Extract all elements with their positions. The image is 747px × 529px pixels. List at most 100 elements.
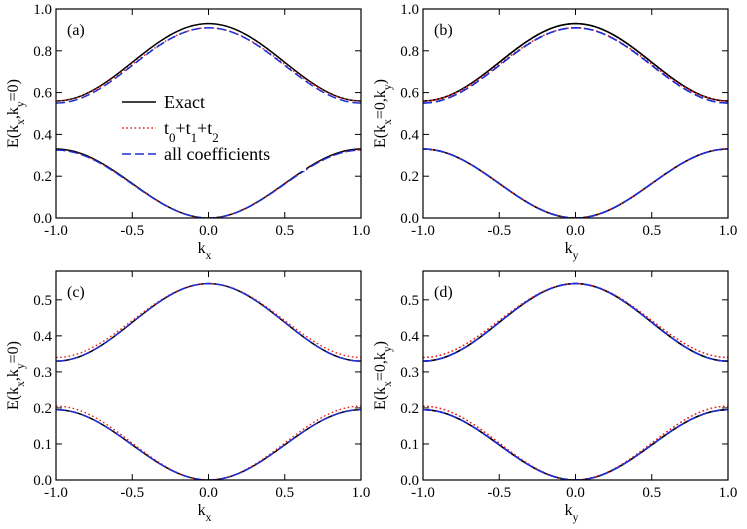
y-tick-label: 0.4 (33, 127, 52, 143)
series-line-dashed-4 (423, 408, 728, 480)
x-tick-label: 1.0 (719, 223, 738, 239)
y-tick-label: 0.8 (400, 44, 419, 60)
y-tick-label: 0.2 (400, 401, 419, 417)
series-line-dotted-2 (423, 405, 728, 480)
y-axis-label: E(kx=0,ky) (372, 341, 394, 410)
series-line-solid-4 (423, 148, 728, 218)
chart-panel-3: -1.0 -0.5 0.0 0.5 1.0 0.0 0.1 0.2 0.3 0.4 0.5 (c) kx… (5, 270, 371, 524)
x-tick-label: -1.0 (411, 485, 435, 501)
x-tick-label: -0.5 (120, 485, 144, 501)
x-tick-label: -0.5 (487, 223, 511, 239)
y-tick-label: 0.0 (400, 473, 419, 489)
y-tick-label: 0.1 (400, 437, 419, 453)
y-tick-label: 0.2 (33, 169, 52, 185)
y-tick-label: 1.0 (400, 2, 419, 18)
y-tick-label: 0.5 (33, 293, 52, 309)
y-tick-label: 0.3 (400, 365, 419, 381)
series-line-dashed-1 (423, 282, 728, 362)
x-tick-label: 0.5 (642, 223, 661, 239)
x-tick-label: 0.0 (199, 223, 218, 239)
series-line-dashed-2 (56, 408, 361, 480)
series-group (423, 282, 728, 480)
series-line-dotted-1 (423, 282, 728, 359)
y-tick-label: 0.6 (400, 86, 419, 102)
series-line-dashed-1 (56, 282, 361, 362)
y-tick-label: 0.0 (33, 211, 52, 227)
series-line-solid-2 (56, 408, 361, 480)
series-line-solid-3 (423, 22, 728, 102)
y-axis-label: E(kx,ky=0) (5, 79, 27, 148)
series-line-dashed-2 (423, 408, 728, 480)
panel-label: (a) (67, 22, 85, 39)
chart-panel-4: -1.0 -0.5 0.0 0.5 1.0 0.0 0.1 0.2 0.3 0.4 0.5 (d) ky… (372, 270, 738, 524)
y-tick-label: 0.8 (33, 44, 52, 60)
y-tick-label: 0.0 (33, 473, 52, 489)
series-line-dotted-4 (423, 405, 728, 480)
x-tick-label: -1.0 (44, 485, 68, 501)
series-line-dotted-3 (423, 282, 728, 359)
series-group (56, 282, 361, 480)
x-tick-label: 0.5 (275, 485, 294, 501)
legend-entry-2: t0+t1+t2 (164, 118, 219, 145)
y-tick-label: 0.6 (33, 86, 52, 102)
series-line-dashed-1 (423, 27, 728, 104)
chart-panel-1: -1.0 -0.5 0.0 0.5 1.0 0.0 0.2 0.4 0.6 0.8 1.0 (a) kx… (5, 2, 370, 262)
y-axis-label: E(kx,ky=0) (5, 341, 27, 410)
y-axis-label: E(kx=0,ky) (372, 79, 394, 148)
y-tick-label: 0.2 (33, 401, 52, 417)
y-tick-label: 1.0 (33, 2, 52, 18)
series-group (56, 22, 361, 218)
x-tick-label: -0.5 (120, 223, 144, 239)
x-tick-label: -1.0 (411, 223, 435, 239)
plot-frame (55, 270, 362, 481)
series-line-dashed-2 (56, 149, 361, 218)
series-line-solid-3 (423, 282, 728, 362)
series-line-solid-1 (56, 282, 361, 362)
chart-panel-2: -1.0 -0.5 0.0 0.5 1.0 0.0 0.2 0.4 0.6 0.8 1.0 (b) ky… (372, 2, 737, 262)
series-line-dashed-4 (423, 148, 728, 218)
y-tick-label: 0.4 (400, 127, 419, 143)
series-line-solid-2 (423, 408, 728, 480)
series-line-dotted-1 (56, 282, 361, 359)
series-line-dotted-1 (423, 27, 728, 102)
panel-label: (b) (434, 22, 453, 39)
panel-label: (d) (434, 284, 453, 301)
series-line-dotted-4 (423, 148, 728, 218)
legend-entry-3: all coefficients (164, 144, 270, 164)
y-tick-label: 0.4 (33, 329, 52, 345)
y-tick-label: 0.5 (400, 293, 419, 309)
series-line-dotted-2 (423, 148, 728, 218)
series-line-solid-1 (423, 282, 728, 362)
y-tick-label: 0.2 (400, 169, 419, 185)
y-tick-label: 0.3 (33, 365, 52, 381)
x-tick-label: 0.0 (199, 485, 218, 501)
series-group (423, 22, 728, 218)
series-line-dashed-3 (423, 27, 728, 104)
series-line-dashed-2 (423, 148, 728, 218)
panel-label: (c) (67, 284, 85, 301)
series-line-solid-1 (423, 22, 728, 102)
x-tick-label: 0.0 (566, 223, 585, 239)
x-tick-label: 1.0 (352, 223, 371, 239)
series-line-dashed-1 (56, 27, 361, 104)
series-line-solid-4 (423, 408, 728, 480)
series-line-dotted-2 (56, 405, 361, 480)
y-tick-label: 0.4 (400, 329, 419, 345)
x-axis-label: ky (565, 240, 579, 262)
x-tick-label: -0.5 (487, 485, 511, 501)
y-tick-label: 0.0 (400, 211, 419, 227)
x-tick-label: 0.5 (642, 485, 661, 501)
x-tick-label: 0.5 (275, 223, 294, 239)
x-axis-label: kx (198, 502, 212, 524)
series-line-dashed-3 (423, 282, 728, 362)
series-line-dotted-3 (423, 27, 728, 102)
x-tick-label: 1.0 (719, 485, 738, 501)
x-axis-label: kx (198, 240, 212, 262)
x-tick-label: 0.0 (566, 485, 585, 501)
x-tick-label: 1.0 (352, 485, 371, 501)
series-line-solid-1 (56, 22, 361, 102)
plot-frame (422, 8, 729, 219)
